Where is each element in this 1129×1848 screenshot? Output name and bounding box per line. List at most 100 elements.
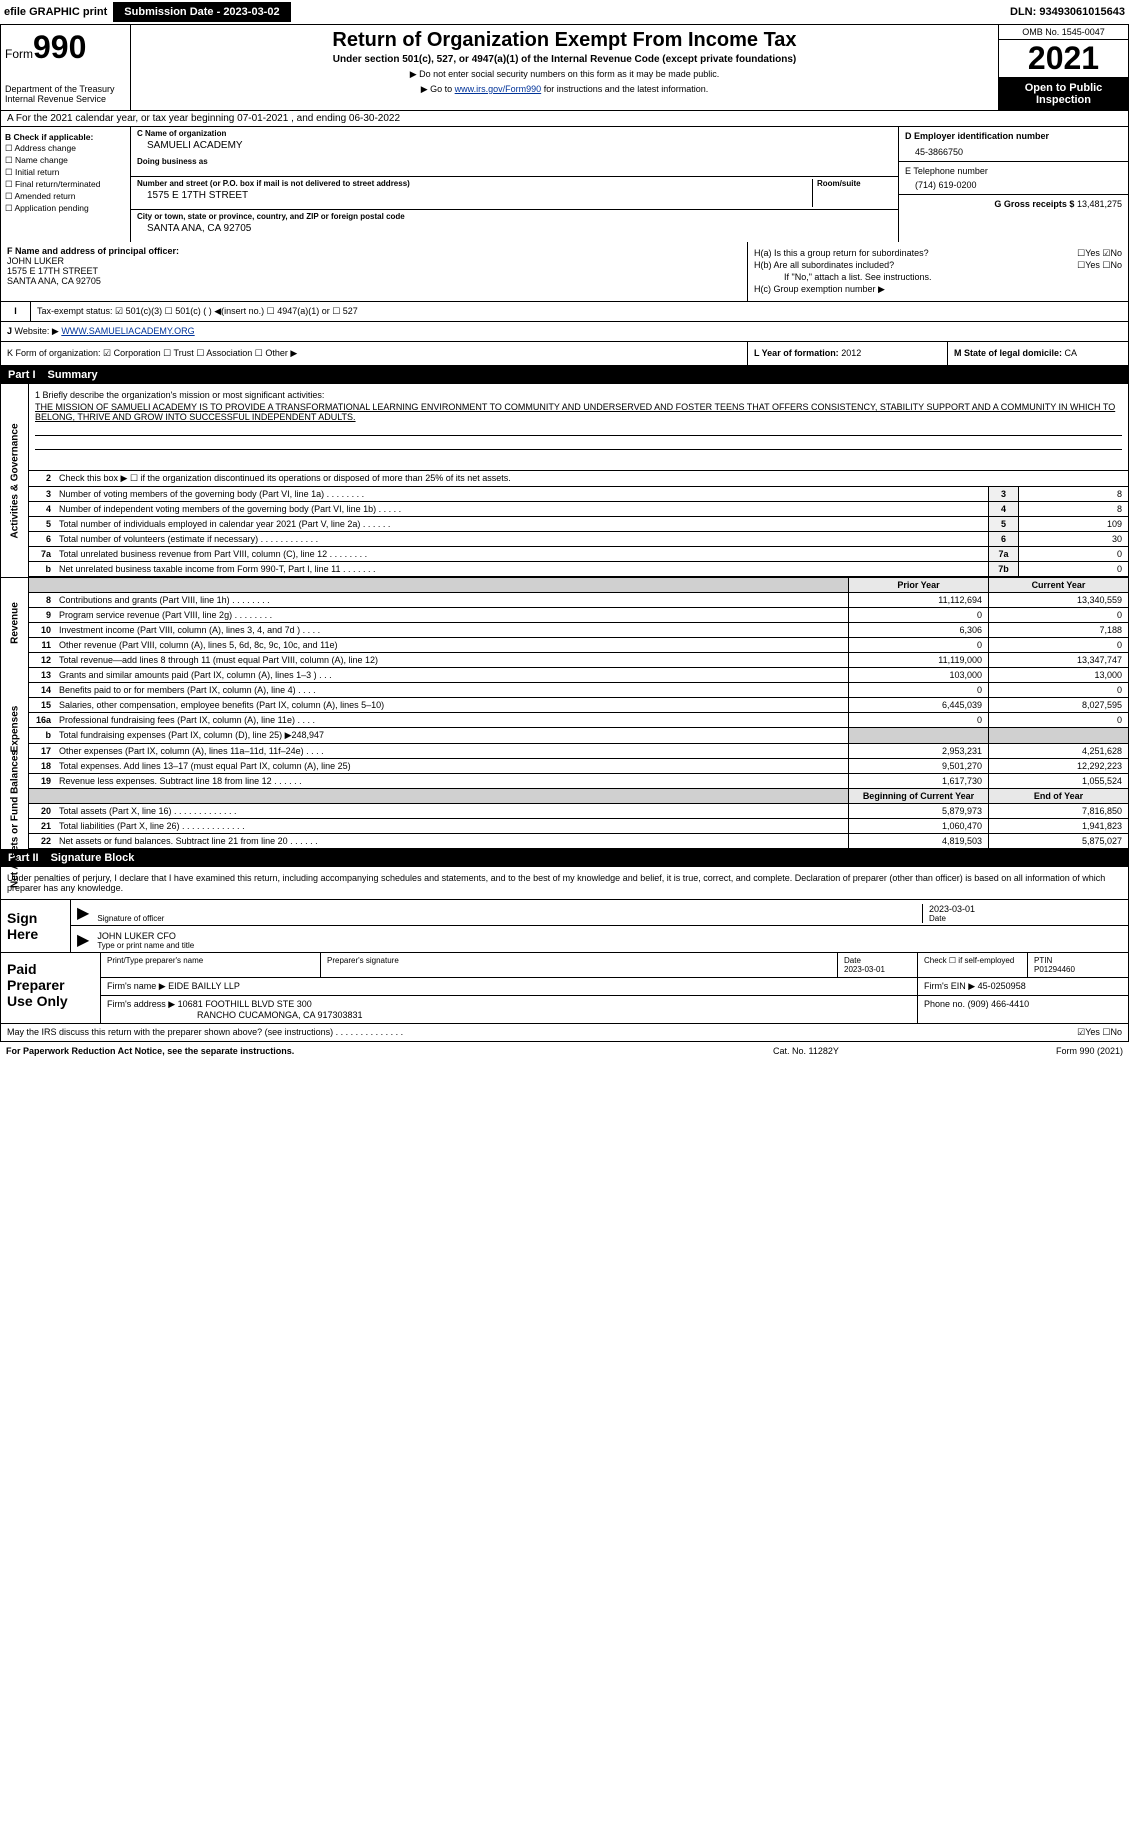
discuss-q: May the IRS discuss this return with the… [7, 1027, 1077, 1038]
part1-net: Net Assets or Fund Balances Beginning of… [0, 789, 1129, 849]
fin-line-12: 12Total revenue—add lines 8 through 11 (… [29, 653, 1128, 668]
prep-name-hdr: Print/Type preparer's name [101, 953, 321, 977]
fin-line-9: 9Program service revenue (Part VIII, lin… [29, 608, 1128, 623]
hc-lbl: H(c) Group exemption number ▶ [754, 284, 1122, 295]
sig-date-val: 2023-03-01 [929, 904, 1116, 914]
fin-line-8: 8Contributions and grants (Part VIII, li… [29, 593, 1128, 608]
org-name: SAMUELI ACADEMY [137, 138, 892, 157]
fin-line-15: 15Salaries, other compensation, employee… [29, 698, 1128, 713]
open-public: Open to Public Inspection [999, 78, 1128, 110]
receipts-value: 13,481,275 [1077, 199, 1122, 209]
sig-arrow-icon: ▶ [77, 903, 89, 923]
efile-topbar: efile GRAPHIC print Submission Date - 20… [0, 0, 1129, 25]
f-officer: F Name and address of principal officer:… [1, 242, 748, 301]
part1-rev: Revenue Prior Year Current Year 8Contrib… [0, 577, 1129, 668]
header-left: Form990 Department of the Treasury Inter… [1, 25, 131, 110]
col-c: C Name of organization SAMUELI ACADEMY D… [131, 127, 898, 242]
prior-year-hdr: Prior Year [848, 578, 988, 592]
irs-link[interactable]: www.irs.gov/Form990 [455, 84, 542, 94]
website-link[interactable]: WWW.SAMUELIACADEMY.ORG [61, 326, 194, 336]
fin-line-20: 20Total assets (Part X, line 16) . . . .… [29, 804, 1128, 819]
ha-lbl: H(a) Is this a group return for subordin… [754, 248, 929, 258]
sig-arrow-icon-2: ▶ [77, 930, 89, 950]
row-klm: K Form of organization: ☑ Corporation ☐ … [0, 342, 1129, 366]
sig-line-2: ▶ JOHN LUKER CFOType or print name and t… [71, 926, 1128, 952]
officer-addr1: 1575 E 17TH STREET [7, 266, 741, 276]
sig-line-1: ▶ Signature of officer 2023-03-01Date [71, 900, 1128, 926]
gov-line-3: 3Number of voting members of the governi… [29, 487, 1128, 502]
tax-opts[interactable]: ☑ 501(c)(3) ☐ 501(c) ( ) ◀(insert no.) ☐… [115, 306, 358, 316]
col-d: D Employer identification number 45-3866… [898, 127, 1128, 242]
k-form-org[interactable]: K Form of organization: ☑ Corporation ☐ … [1, 342, 748, 365]
m-state: M State of legal domicile: CA [948, 342, 1128, 365]
sig-date-lbl: Date [929, 914, 1116, 923]
gov-line-7a: 7aTotal unrelated business revenue from … [29, 547, 1128, 562]
form-header: Form990 Department of the Treasury Inter… [0, 25, 1129, 111]
dba-value [137, 166, 892, 174]
mission-lbl: 1 Briefly describe the organization's mi… [35, 390, 1122, 400]
chk-initial[interactable]: Initial return [5, 167, 126, 178]
e-phone-row: E Telephone number (714) 619-0200 [899, 162, 1128, 195]
fin-line-17: 17Other expenses (Part IX, column (A), l… [29, 744, 1128, 759]
header-mid: Return of Organization Exempt From Incom… [131, 25, 998, 110]
chk-final[interactable]: Final return/terminated [5, 179, 126, 190]
ptin-val: P01294460 [1034, 965, 1075, 974]
ein-lbl: D Employer identification number [905, 131, 1122, 141]
arrow-note-1: ▶ Do not enter social security numbers o… [139, 69, 990, 80]
prep-date: 2023-03-01 [844, 965, 885, 974]
part1-gov: Activities & Governance 1 Briefly descri… [0, 384, 1129, 577]
b-header: B Check if applicable: [5, 132, 126, 142]
phone-value: (714) 619-0200 [905, 176, 1122, 190]
page-footer: For Paperwork Reduction Act Notice, see … [0, 1042, 1129, 1060]
part1-header: Part ISummary [0, 366, 1129, 384]
officer-print-name: JOHN LUKER CFO [97, 931, 1122, 941]
chk-amended[interactable]: Amended return [5, 191, 126, 202]
city-lbl: City or town, state or province, country… [137, 212, 892, 221]
col-b-checkboxes: B Check if applicable: Address change Na… [1, 127, 131, 242]
arrow-note-2: ▶ Go to www.irs.gov/Form990 for instruct… [139, 84, 990, 95]
print-name-lbl: Type or print name and title [97, 941, 1122, 950]
submission-date-btn[interactable]: Submission Date - 2023-03-02 [113, 2, 290, 22]
c-name-row: C Name of organization SAMUELI ACADEMY D… [131, 127, 898, 177]
officer-addr2: SANTA ANA, CA 92705 [7, 276, 741, 286]
chk-address[interactable]: Address change [5, 143, 126, 154]
self-emp-chk[interactable]: Check ☐ if self-employed [918, 953, 1028, 977]
sign-here-lbl: Sign Here [1, 900, 71, 952]
ha-yn[interactable]: ☐Yes ☑No [1077, 248, 1122, 259]
f-lbl: F Name and address of principal officer: [7, 246, 741, 256]
net-hdr2: End of Year [988, 789, 1128, 803]
gov-line-5: 5Total number of individuals employed in… [29, 517, 1128, 532]
fin-line-13: 13Grants and similar amounts paid (Part … [29, 668, 1128, 683]
room-lbl: Room/suite [817, 179, 892, 188]
efile-label: efile GRAPHIC print [4, 6, 107, 18]
prep-sig-hdr: Preparer's signature [321, 953, 838, 977]
hb-yn[interactable]: ☐Yes ☐No [1077, 260, 1122, 271]
i-label: I [1, 302, 31, 321]
form-word: Form [5, 47, 33, 61]
block-bcd: B Check if applicable: Address change Na… [0, 127, 1129, 242]
vlabel-rev: Revenue [1, 578, 29, 668]
sig-intro: Under penalties of perjury, I declare th… [0, 867, 1129, 899]
mission-text: THE MISSION OF SAMUELI ACADEMY IS TO PRO… [35, 402, 1122, 422]
fin-line-18: 18Total expenses. Add lines 13–17 (must … [29, 759, 1128, 774]
chk-application[interactable]: Application pending [5, 203, 126, 214]
hb-note: If "No," attach a list. See instructions… [754, 272, 1122, 282]
part1-exp: Expenses 13Grants and similar amounts pa… [0, 668, 1129, 789]
ein-value: 45-3866750 [905, 141, 1122, 157]
firm-addr1: 10681 FOOTHILL BLVD STE 300 [178, 999, 312, 1009]
gov-line-6: 6Total number of volunteers (estimate if… [29, 532, 1128, 547]
row-fh: F Name and address of principal officer:… [0, 242, 1129, 302]
sig-officer-lbl: Signature of officer [97, 914, 922, 923]
firm-name-row: Firm's name ▶ EIDE BAILLY LLP Firm's EIN… [101, 978, 1128, 996]
h-group: H(a) Is this a group return for subordin… [748, 242, 1128, 301]
vlabel-net: Net Assets or Fund Balances [1, 789, 29, 849]
fin-line-19: 19Revenue less expenses. Subtract line 1… [29, 774, 1128, 789]
row-i: I Tax-exempt status: ☑ 501(c)(3) ☐ 501(c… [0, 302, 1129, 322]
city-state-zip: SANTA ANA, CA 92705 [137, 221, 892, 240]
net-hdr1: Beginning of Current Year [848, 789, 988, 803]
fin-line-16a: 16aProfessional fundraising fees (Part I… [29, 713, 1128, 728]
cat-no: Cat. No. 11282Y [773, 1046, 973, 1056]
discuss-yn[interactable]: ☑Yes ☐No [1077, 1027, 1122, 1038]
row-j: J Website: ▶ WWW.SAMUELIACADEMY.ORG [0, 322, 1129, 342]
chk-name[interactable]: Name change [5, 155, 126, 166]
